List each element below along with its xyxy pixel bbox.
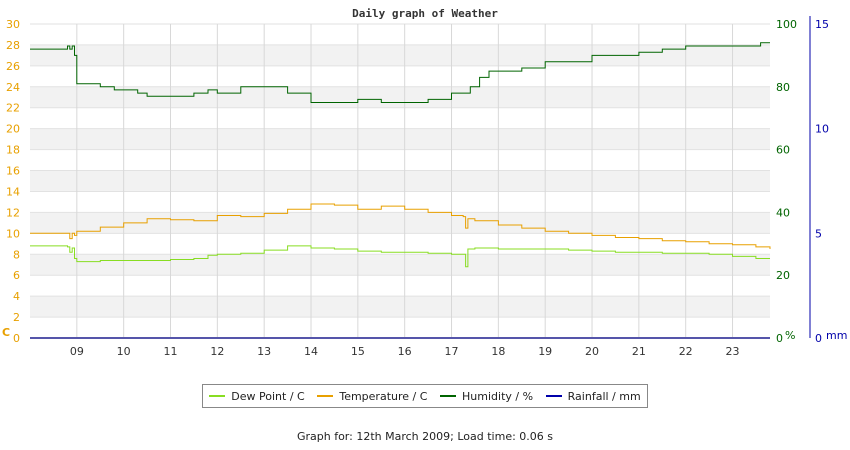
x-tick-label: 16 [398, 345, 412, 358]
grid-band [30, 44, 770, 66]
rainfall-tick-label: 0 [815, 332, 822, 345]
x-tick-label: 11 [164, 345, 178, 358]
grid-band [30, 107, 770, 129]
grid-band [30, 212, 770, 234]
x-tick-label: 18 [491, 345, 505, 358]
x-tick-label: 13 [257, 345, 271, 358]
left-tick-label: 6 [13, 269, 20, 282]
grid-band [30, 317, 770, 338]
x-tick-label: 10 [117, 345, 131, 358]
rainfall-tick-label: 15 [815, 18, 829, 31]
legend-item-humidity: Humidity / % [440, 390, 533, 403]
left-tick-label: 12 [6, 206, 20, 219]
left-tick-label: 20 [6, 123, 20, 136]
axes [30, 16, 811, 339]
left-tick-label: 8 [13, 248, 20, 261]
x-tick-label: 20 [585, 345, 599, 358]
series-line-dew-point [30, 245, 770, 268]
grid-band [30, 254, 770, 276]
humidity-tick-label: 40 [776, 206, 790, 219]
grid-band [30, 65, 770, 87]
left-tick-label: 26 [6, 60, 20, 73]
left-tick-label: 18 [6, 144, 20, 157]
grid-band [30, 275, 770, 297]
vertical-gridlines [76, 24, 734, 338]
humidity-axis-label: % [785, 329, 795, 342]
tick-labels: 09 10 11 12 13 14 15 16 17 18 19 20 21 22 230246810121… [2, 18, 847, 358]
rainfall-tick-label: 5 [815, 227, 822, 240]
x-tick-label: 19 [538, 345, 552, 358]
humidity-tick-label: 20 [776, 269, 790, 282]
left-tick-label: 2 [13, 311, 20, 324]
chart-title: Daily graph of Weather [352, 7, 498, 20]
legend-swatch-rainfall [545, 395, 562, 397]
grid-band [30, 233, 770, 255]
legend-label-dew-point: Dew Point / C [231, 389, 305, 403]
left-tick-label: 0 [13, 332, 20, 345]
series-line-temperature [30, 203, 771, 249]
left-tick-label: 4 [13, 290, 20, 303]
legend-swatch-temperature [317, 395, 334, 397]
grid-band [30, 24, 770, 45]
left-axis-label: C [2, 326, 10, 339]
left-tick-label: 14 [6, 185, 20, 198]
grid-band [30, 86, 770, 108]
humidity-tick-label: 100 [776, 18, 797, 31]
x-tick-label: 22 [679, 345, 693, 358]
humidity-tick-label: 60 [776, 144, 790, 157]
grid-band [30, 296, 770, 318]
legend-label-rainfall: Rainfall / mm [567, 389, 641, 403]
legend-label-temperature: Temperature / C [339, 389, 428, 403]
legend-item-temperature: Temperature / C [317, 390, 427, 403]
grid-band [30, 149, 770, 171]
x-tick-label: 23 [726, 345, 740, 358]
grid-band [30, 128, 770, 150]
legend-item-dew-point: Dew Point / C [209, 389, 305, 403]
left-tick-label: 28 [6, 39, 20, 52]
grid-bands [30, 23, 770, 339]
left-tick-label: 24 [6, 81, 20, 94]
x-tick-label: 09 [70, 345, 84, 358]
footer-status: Graph for: 12th March 2009; Load time: 0… [296, 430, 554, 443]
humidity-tick-label: 0 [776, 332, 783, 345]
x-tick-label: 15 [351, 345, 365, 358]
x-tick-label: 14 [304, 345, 318, 358]
grid-band [30, 170, 770, 192]
humidity-tick-label: 80 [776, 81, 790, 94]
rainfall-tick-label: 10 [815, 123, 829, 136]
x-tick-label: 12 [210, 345, 224, 358]
legend-swatch-dew-point [209, 395, 226, 397]
left-tick-label: 10 [6, 227, 20, 240]
x-tick-label: 17 [445, 345, 459, 358]
left-tick-label: 30 [6, 18, 20, 31]
rainfall-axis-label: mm [826, 329, 847, 342]
legend-swatch-humidity [440, 395, 457, 397]
x-tick-label: 21 [632, 345, 646, 358]
left-tick-label: 22 [6, 102, 20, 115]
legend: Dew Point / C Temperature / C Humidity /… [202, 384, 648, 408]
left-tick-label: 16 [6, 165, 20, 178]
legend-label-humidity: Humidity / % [462, 389, 534, 403]
weather-chart: 09 10 11 12 13 14 15 16 17 18 19 20 21 22 230246810121… [2, 7, 847, 358]
grid-band [30, 191, 770, 213]
legend-item-rainfall: Rainfall / mm [545, 389, 641, 403]
series-line-humidity [30, 42, 770, 103]
